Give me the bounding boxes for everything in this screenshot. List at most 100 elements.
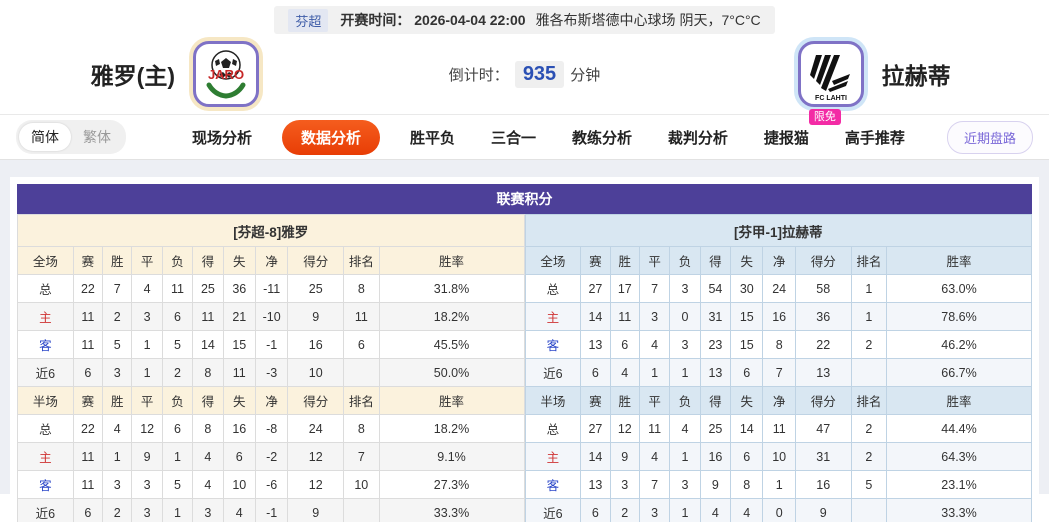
- stat-cell: 27: [580, 414, 611, 443]
- stat-cell: 1: [850, 274, 888, 303]
- column-header: 负: [161, 246, 194, 275]
- stat-cell: [343, 358, 380, 387]
- row-label: 主: [17, 442, 74, 471]
- nav-tab-7[interactable]: 高手推荐: [844, 129, 905, 147]
- away-stats-table: [芬甲-1]拉赫蒂 全场赛胜平负得失净得分 排名 胜率总 27 17 7 3 54 30 24 58 1…: [524, 214, 1033, 522]
- stat-cell: 11: [72, 442, 104, 471]
- home-team-name: 雅罗(主): [90, 63, 175, 89]
- nav-tab-4[interactable]: 教练分析: [571, 129, 632, 147]
- recent-odds-button[interactable]: 近期盘路: [946, 120, 1033, 154]
- stat-cell: 22: [72, 414, 104, 443]
- stat-cell: 1: [102, 442, 133, 471]
- nav-tab-5[interactable]: 裁判分析: [667, 129, 728, 147]
- stat-cell: 6: [161, 414, 194, 443]
- countdown-label: 倒计时：: [448, 66, 509, 84]
- table-row: 近6 6 2 3 1 4 4 0 9 33.3%: [524, 498, 1032, 522]
- stat-cell: 4: [669, 414, 701, 443]
- stat-cell: -1: [254, 330, 289, 359]
- column-header: 赛: [72, 246, 104, 275]
- table-row: 客 11 3 3 5 4 10 -6 12 10 27.3%: [17, 470, 525, 499]
- stat-cell: [850, 358, 888, 387]
- stat-cell: 33.3%: [886, 498, 1032, 522]
- stat-cell: 4: [638, 442, 671, 471]
- countdown-value: 935: [514, 60, 565, 88]
- stat-cell: 2: [161, 358, 194, 387]
- column-header: 净: [762, 386, 796, 415]
- stat-cell: 3: [192, 498, 224, 522]
- lang-simplified[interactable]: 简体: [19, 123, 71, 151]
- column-header: 得: [192, 246, 224, 275]
- lang-toggle: 简体 繁体: [16, 120, 126, 154]
- stat-cell: 16: [762, 302, 796, 331]
- stat-cell: 7: [638, 274, 671, 303]
- stat-cell: 3: [131, 470, 163, 499]
- stat-cell: 3: [638, 498, 671, 522]
- stat-cell: 9: [131, 442, 163, 471]
- column-header: 胜率: [886, 386, 1032, 415]
- home-team-logo: JARO: [193, 41, 259, 107]
- row-label: 主: [17, 302, 74, 331]
- stat-cell: 47: [794, 414, 852, 443]
- stat-cell: 31: [794, 442, 852, 471]
- stat-cell: 31.8%: [378, 274, 525, 303]
- stat-cell: 21: [222, 302, 256, 331]
- stat-cell: 6: [609, 330, 640, 359]
- table-row: 总 27 17 7 3 54 30 24 58 1 63.0%: [524, 274, 1032, 303]
- stat-cell: 7: [102, 274, 133, 303]
- countdown: 倒计时： 935 分钟: [350, 60, 700, 88]
- nav-tab-6[interactable]: 捷报猫 限免: [758, 108, 841, 155]
- stat-cell: 64.3%: [886, 442, 1032, 471]
- away-team-block: FC LAHTI 拉赫蒂: [699, 41, 1049, 107]
- league-badge[interactable]: 芬超: [288, 8, 329, 32]
- stat-cell: 1: [131, 358, 163, 387]
- limited-free-badge: 限免: [808, 108, 841, 125]
- stat-cell: 3: [102, 470, 133, 499]
- column-header: 得分: [794, 386, 852, 415]
- stat-cell: 11: [192, 302, 224, 331]
- nav-tab-0[interactable]: 现场分析: [192, 129, 253, 147]
- table-row: 主 14 9 4 1 16 6 10 31 2 64.3%: [524, 442, 1032, 471]
- stat-cell: 7: [343, 442, 380, 471]
- stat-cell: 50.0%: [378, 358, 525, 387]
- row-label: 总: [524, 274, 582, 303]
- column-header: 胜率: [378, 386, 525, 415]
- jaro-crest-icon: JARO: [206, 50, 246, 99]
- column-header: 胜率: [886, 246, 1032, 275]
- stat-cell: 12: [131, 414, 163, 443]
- column-header: 平: [131, 246, 163, 275]
- stat-cell: 15: [730, 302, 764, 331]
- stat-cell: 22: [72, 274, 104, 303]
- nav-tab-1[interactable]: 数据分析: [281, 119, 380, 155]
- stat-cell: 13: [580, 470, 611, 499]
- stat-cell: 11: [72, 330, 104, 359]
- nav-tab-2[interactable]: 胜平负: [409, 129, 455, 147]
- stat-cell: 46.2%: [886, 330, 1032, 359]
- column-header: 排名: [343, 386, 380, 415]
- stat-cell: 3: [102, 358, 133, 387]
- svg-text:JARO: JARO: [208, 67, 244, 82]
- stat-cell: 12: [287, 442, 345, 471]
- stat-cell: 9: [699, 470, 732, 499]
- stat-cell: 3: [669, 470, 701, 499]
- row-label: 总: [17, 414, 74, 443]
- nav-tab-3[interactable]: 三合一: [490, 129, 536, 147]
- stat-cell: 4: [192, 442, 224, 471]
- stat-cell: 1: [669, 442, 701, 471]
- row-label: 客: [524, 470, 582, 499]
- stat-cell: 45.5%: [378, 330, 525, 359]
- stat-cell: 3: [669, 274, 701, 303]
- stat-cell: 11: [161, 274, 194, 303]
- stat-cell: 9: [609, 442, 640, 471]
- lang-traditional[interactable]: 繁体: [83, 129, 111, 145]
- stat-cell: 1: [762, 470, 796, 499]
- stat-cell: 18.2%: [378, 414, 525, 443]
- stat-cell: 8: [192, 358, 224, 387]
- stat-cell: -3: [254, 358, 289, 387]
- stat-cell: 8: [192, 414, 224, 443]
- table-row: 客 11 5 1 5 14 15 -1 16 6 45.5%: [17, 330, 525, 359]
- row-label: 总: [524, 414, 582, 443]
- stat-cell: -6: [254, 470, 289, 499]
- stat-cell: [343, 498, 380, 522]
- table-row: 客 13 6 4 3 23 15 8 22 2 46.2%: [524, 330, 1032, 359]
- svg-text:FC LAHTI: FC LAHTI: [815, 95, 847, 102]
